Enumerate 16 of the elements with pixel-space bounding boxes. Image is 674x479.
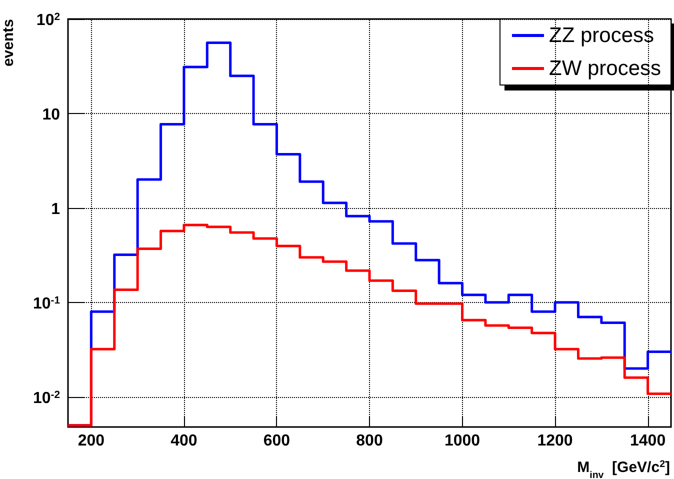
x-axis-title: M$_{inv}$ [GeV/c$^{2}$]	[577, 458, 670, 479]
legend-label: ZZ process	[548, 24, 654, 47]
x-tick-label: 1000	[444, 432, 480, 450]
x-tick-label: 400	[170, 432, 198, 450]
x-tick-label: 200	[78, 432, 105, 450]
y-tick-label: 10	[42, 106, 60, 124]
y-tick-label: 10$^{-2}$	[32, 389, 60, 407]
y-tick-label: 10$^{-1}$	[32, 294, 60, 312]
x-tick-label: 800	[356, 432, 383, 450]
y-tick-label: 10$^{2}$	[36, 12, 60, 29]
y-axis-title: events	[0, 19, 17, 67]
x-tick-label: 1400	[630, 432, 666, 450]
x-tick-label: 1200	[537, 432, 573, 450]
x-tick-label: 600	[263, 432, 290, 450]
y-tick-label: 1	[51, 200, 60, 218]
legend-label: ZW process	[548, 57, 661, 80]
